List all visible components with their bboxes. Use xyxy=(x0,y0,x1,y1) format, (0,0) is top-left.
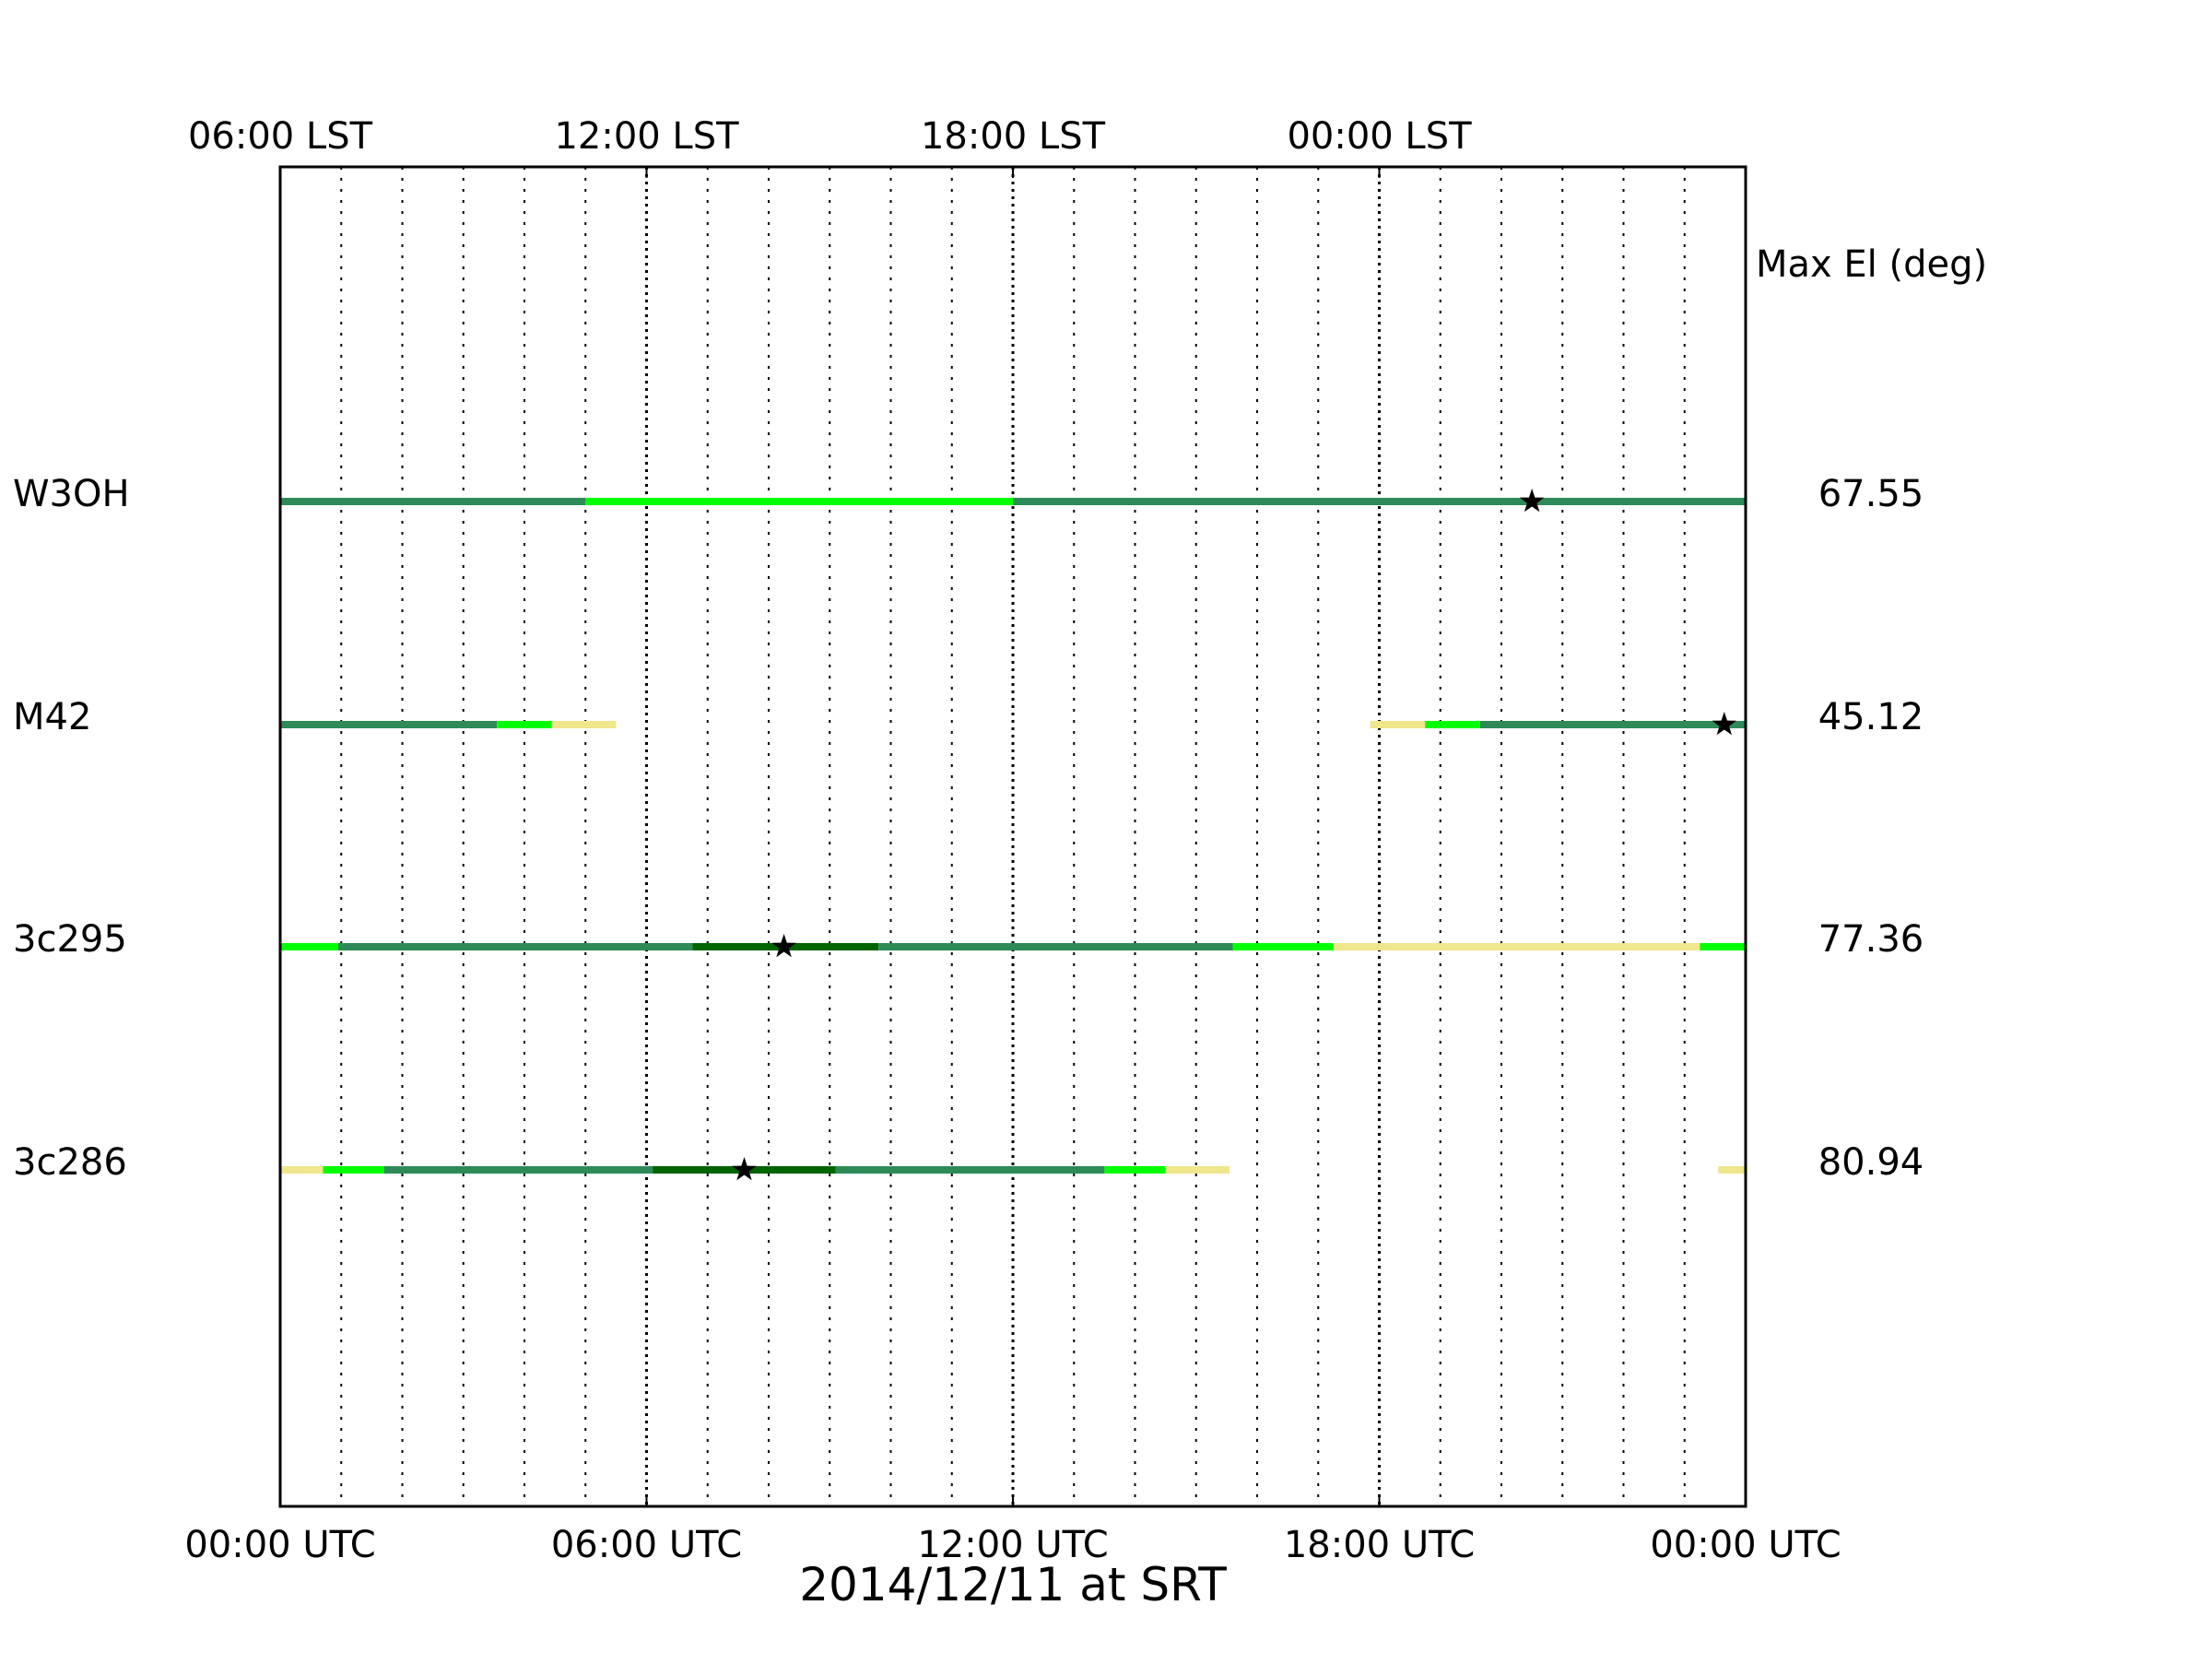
source-name: W3OH xyxy=(13,473,130,515)
utc-tick-label: 00:00 UTC xyxy=(1650,1524,1841,1566)
visibility-bars xyxy=(280,498,1746,1174)
lst-tick-label: 00:00 LST xyxy=(1287,115,1472,158)
max-elevation-value: 45.12 xyxy=(1818,696,1924,738)
source-name: 3c295 xyxy=(13,918,127,961)
max-elevation-value: 67.55 xyxy=(1818,473,1924,515)
utc-tick-label: 12:00 UTC xyxy=(917,1524,1108,1566)
lst-tick-label: 06:00 LST xyxy=(188,115,373,158)
max-elevation-value: 77.36 xyxy=(1818,918,1924,961)
transit-star-icon xyxy=(732,1157,757,1181)
source-name: M42 xyxy=(13,696,91,738)
text-labels: W3OH 67.55 M42 45.12 3c295 77.36 3c286 80.94 00:… xyxy=(13,115,1924,1566)
source-name: 3c286 xyxy=(13,1141,127,1184)
transit-markers xyxy=(732,489,1737,1181)
lst-tick-label: 12:00 LST xyxy=(554,115,739,158)
transit-star-icon xyxy=(1519,489,1545,513)
transit-star-icon xyxy=(771,934,796,958)
chart-title: 2014/12/11 at SRT xyxy=(799,1558,1227,1611)
max-elevation-value: 80.94 xyxy=(1818,1141,1924,1184)
utc-tick-label: 00:00 UTC xyxy=(184,1524,375,1566)
transit-star-icon xyxy=(1712,712,1737,736)
right-header: Max El (deg) xyxy=(1756,243,1987,286)
lst-tick-label: 18:00 LST xyxy=(921,115,1106,158)
utc-tick-label: 18:00 UTC xyxy=(1284,1524,1475,1566)
axis-ticks xyxy=(279,167,1747,1506)
utc-tick-label: 06:00 UTC xyxy=(551,1524,742,1566)
